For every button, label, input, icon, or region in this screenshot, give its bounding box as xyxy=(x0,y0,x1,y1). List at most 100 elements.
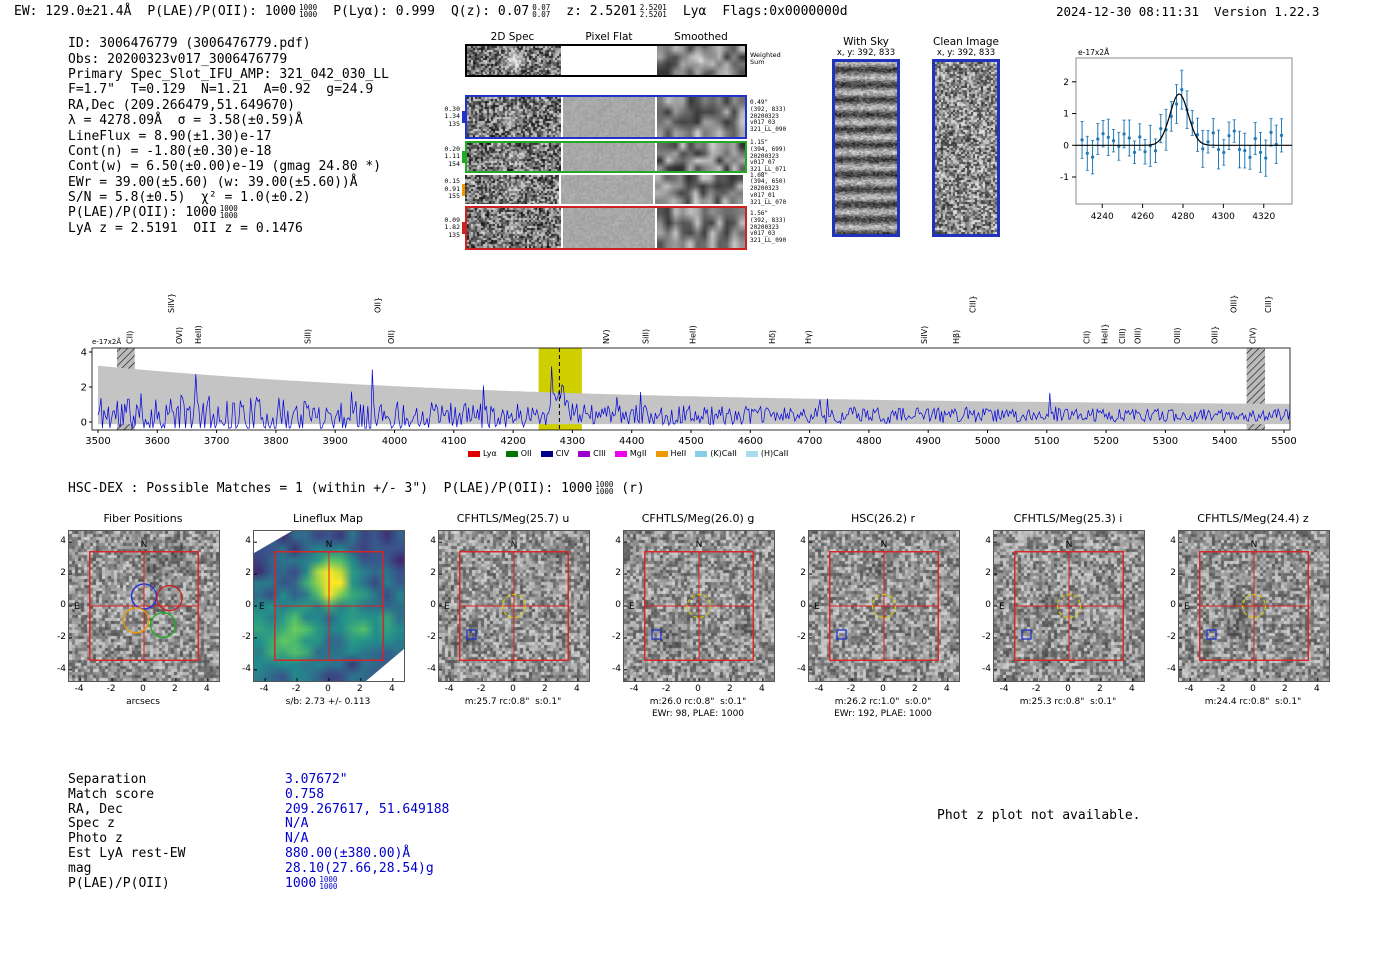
spectrum-xtick: 4600 xyxy=(738,436,763,447)
weighted-sum-label: Weighted Sum xyxy=(750,51,781,66)
match-label: P(LAE)/P(OII) xyxy=(68,875,170,891)
cutout-xtick: -4 xyxy=(814,684,824,694)
legend-swatch xyxy=(614,450,627,457)
cutout-subtitle: m:26.0 rc:0.8" s:0.1" xyxy=(649,697,747,707)
cutout-xtick: -2 xyxy=(1031,684,1041,694)
cutout-subtitle: m:24.4 rc:0.8" s:0.1" xyxy=(1204,697,1302,707)
full-spectrum-plot: 0 2 4 3500 3600 3700 3800 3900 4000 4100 4200 4300 4… xyxy=(81,293,1297,447)
spectrum-ytick: 4 xyxy=(81,348,87,359)
legend-item: Lyα xyxy=(468,449,497,458)
spec2d-row-colortick xyxy=(462,151,465,163)
header-summary: EW: 129.0±21.4Å P(LAE)/P(OII): 1000 1000 10… xyxy=(14,2,848,19)
aperture-circle xyxy=(1241,593,1267,619)
cutout-ytick: 4 xyxy=(245,536,251,547)
spec2d-smoothed-image xyxy=(657,143,745,171)
cutout-ytick: -4 xyxy=(242,663,251,674)
cutout-ytick: 4 xyxy=(800,536,806,547)
cutout-subtitle: arcsecs xyxy=(126,697,160,707)
cutout-subtitle2: EWr: 98, PLAE: 1000 xyxy=(651,709,745,719)
spec2d-col-header-2dspec: 2D Spec xyxy=(490,31,535,43)
spec2d-2d-image xyxy=(467,208,561,248)
cutout-overlay: NE xyxy=(624,540,764,681)
spectrum-ylabel: e-17x2Å xyxy=(92,337,121,346)
emission-line-label: SiIV} xyxy=(167,293,176,313)
legend-swatch xyxy=(468,450,480,457)
line-fit-zoom-plot: -1 0 1 2 4240 4260 4280 4300 4320 e-17x2Å xyxy=(1060,48,1293,222)
with-sky-title: With Sky xyxy=(843,36,889,48)
match-label: Spec z xyxy=(68,816,115,832)
cutout-ytick: -4 xyxy=(612,663,621,674)
spectrum-xtick: 4900 xyxy=(915,436,940,447)
clean-image-title: Clean Image xyxy=(932,36,1000,48)
match-row: Spec z N/A xyxy=(68,817,449,832)
info-line: LineFlux = 8.90(±1.30)e-17 xyxy=(68,128,272,144)
zoom-ytick: 0 xyxy=(1063,141,1069,151)
north-label: N xyxy=(1066,540,1073,550)
emission-line-label: OIII} xyxy=(1211,326,1220,344)
cutout-xtick: 2 xyxy=(357,684,363,694)
cutout-xtick: 0 xyxy=(695,684,701,694)
zoom-xtick: 4240 xyxy=(1091,212,1114,222)
match-label: Est LyA rest-EW xyxy=(68,845,186,861)
catalog-object-box xyxy=(836,629,847,640)
aperture-circle xyxy=(1056,593,1082,619)
cutout-title: HSC(26.2) r xyxy=(850,512,916,525)
legend-label: Lyα xyxy=(483,449,497,458)
legend-label: MgII xyxy=(629,449,647,458)
spectrum-xtick: 3900 xyxy=(322,436,347,447)
spec2d-row-strip xyxy=(465,95,747,139)
match-value: 0.758 xyxy=(285,786,325,802)
spectrum-xtick: 4200 xyxy=(500,436,525,447)
emission-line-label: HeII} xyxy=(1100,323,1109,344)
zoom-xtick: 4300 xyxy=(1212,212,1235,222)
cutout-overlay: NE xyxy=(994,540,1134,681)
catalog-object-box xyxy=(1021,629,1032,640)
cutout-xtick: 0 xyxy=(140,684,146,694)
fiber-circle xyxy=(149,611,177,639)
legend-label: CIII xyxy=(593,449,606,458)
legend-item: HeII xyxy=(655,449,686,458)
cutout-subtitle: s/b: 2.73 +/- 0.113 xyxy=(285,697,371,707)
hsc-dex-header: HSC-DEX : Possible Matches = 1 (within +… xyxy=(68,480,645,496)
header-segment: P(LAE)/P(OII): 1000 1000 1000 xyxy=(147,2,318,19)
spectrum-xtick: 3600 xyxy=(145,436,170,447)
catalog-object-box xyxy=(466,629,477,640)
cutout-ytick: 2 xyxy=(60,568,66,579)
fiber-circle xyxy=(156,584,183,612)
with-sky-coords: x, y: 392, 833 xyxy=(836,48,896,58)
match-label: RA, Dec xyxy=(68,801,123,817)
spec2d-2d-image xyxy=(467,143,561,171)
cutout-ytick: 0 xyxy=(800,600,806,610)
spec2d-row-annotation: 0.49" (392, 833) 20200323 v017_03 321_LL_090 xyxy=(750,99,787,134)
north-label: N xyxy=(511,540,518,550)
cutout-overlay: NE xyxy=(809,540,949,681)
clean-image-coords: x, y: 392, 833 xyxy=(936,48,996,58)
match-value: N/A xyxy=(285,816,309,832)
header-segment: Lyα xyxy=(682,4,707,19)
cutout-xtick: 0 xyxy=(1250,684,1256,694)
emission-line-label: OVI) xyxy=(175,327,184,344)
cutout-xtick: 4 xyxy=(1313,684,1320,694)
emission-line-label: OII} xyxy=(373,297,382,313)
cutout-xtick: -4 xyxy=(629,684,639,694)
cutout-ytick: -2 xyxy=(797,631,806,642)
info-line: λ = 4278.09Å σ = 3.58(±0.59)Å xyxy=(68,113,303,129)
spectrum-xtick: 4400 xyxy=(619,436,644,447)
detection-info-block: ID: 3006476779 (3006476779.pdf) Obs: 2020… xyxy=(68,36,389,236)
emission-line-label: SiII) xyxy=(641,329,650,344)
spectrum-xtick: 5300 xyxy=(1153,436,1178,447)
cutout-ytick: 4 xyxy=(60,536,66,547)
aperture-circle xyxy=(501,593,527,619)
cutout-xtick: -2 xyxy=(846,684,856,694)
match-row: Est LyA rest-EW 880.00(±380.00)Å xyxy=(68,845,449,862)
zoom-ylabel: e-17x2Å xyxy=(1078,48,1110,57)
cutout-ytick: 2 xyxy=(985,568,991,579)
cutout-title: Fiber Positions xyxy=(103,512,183,525)
legend-label: OII xyxy=(520,449,532,458)
cutout-ytick: 2 xyxy=(800,568,806,579)
cutout-title: CFHTLS/Meg(25.3) i xyxy=(1013,512,1123,525)
cutout-ytick: 2 xyxy=(1170,568,1176,579)
spec2d-row-scales: 0.09 1.82 135 xyxy=(444,215,460,239)
